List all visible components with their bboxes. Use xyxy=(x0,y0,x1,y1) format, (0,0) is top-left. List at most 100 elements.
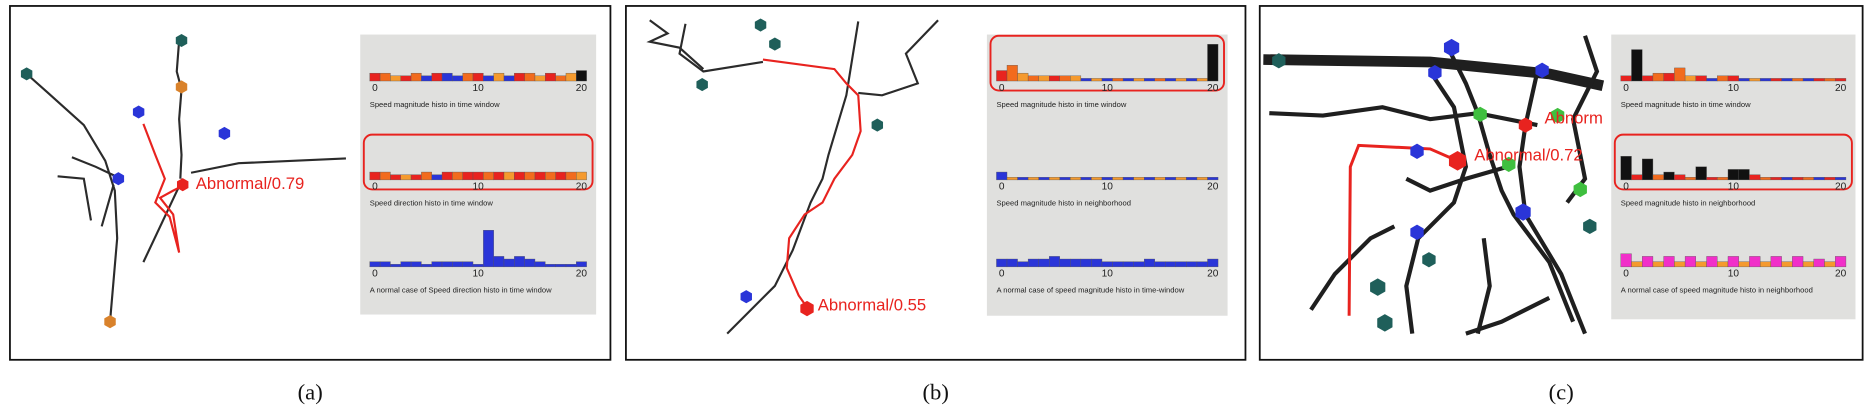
histogram-bar xyxy=(565,264,577,268)
histogram-bar xyxy=(1112,261,1124,268)
trajectories xyxy=(20,33,346,329)
histogram-bar xyxy=(1027,75,1039,82)
histogram-bar xyxy=(369,72,381,82)
tick-label: 0 xyxy=(1623,83,1629,94)
histogram-bar xyxy=(1070,75,1082,82)
tick-label: 0 xyxy=(999,182,1005,193)
histogram-bar xyxy=(1091,78,1103,82)
tick-label: 10 xyxy=(1102,269,1114,280)
histogram-bar xyxy=(1154,261,1166,268)
histogram-bar xyxy=(1770,256,1782,268)
histogram-bar xyxy=(452,75,463,82)
histogram-bar xyxy=(369,171,381,181)
histogram-caption: Speed direction histo in time window xyxy=(370,199,494,208)
histogram-bar xyxy=(1144,258,1155,268)
histogram-panel: 0 10 20 Speed magnitude histo in time windo… xyxy=(1611,34,1856,320)
tick-label: 10 xyxy=(473,269,485,280)
histogram-bar xyxy=(1101,261,1113,268)
histogram-bar xyxy=(1727,75,1739,82)
panel-label: (c) xyxy=(1549,380,1574,405)
histogram-bar xyxy=(1824,177,1836,181)
histogram-bar xyxy=(1802,177,1814,181)
histogram-bar xyxy=(514,72,525,82)
histogram-bar xyxy=(1038,75,1050,82)
histogram-bar xyxy=(1695,75,1707,82)
histogram-bar xyxy=(483,75,494,82)
histogram-bar xyxy=(1101,177,1113,181)
histogram-bar xyxy=(1070,177,1082,181)
histogram-bar xyxy=(379,72,391,82)
histogram-bar xyxy=(576,171,587,181)
histogram-bar xyxy=(483,171,494,181)
histogram-bar xyxy=(1781,78,1793,82)
histogram-bar xyxy=(1802,261,1814,268)
histogram-caption: A normal case of speed magnitude histo i… xyxy=(996,286,1184,295)
histogram-bar xyxy=(1006,258,1018,268)
histogram-bar xyxy=(1027,258,1039,268)
histogram-bar xyxy=(1652,174,1664,181)
histogram-bar xyxy=(1749,78,1761,82)
histogram-bar xyxy=(1706,177,1718,181)
histogram-bar xyxy=(503,258,515,268)
tick-label: 0 xyxy=(999,269,1005,280)
histogram-bar xyxy=(1175,261,1187,268)
histogram-bar xyxy=(1674,67,1686,82)
histogram-bar xyxy=(390,264,401,268)
histogram-bar xyxy=(1824,78,1836,82)
histogram-bar xyxy=(565,72,577,82)
histogram-bar xyxy=(1112,177,1124,181)
histogram-bar xyxy=(1813,258,1825,268)
histogram-bar xyxy=(1620,75,1632,82)
histogram-bar xyxy=(472,171,484,181)
histogram-bar xyxy=(1144,177,1155,181)
histogram-bar xyxy=(421,75,432,82)
histogram-bar xyxy=(1684,177,1697,181)
histogram-bar xyxy=(1695,261,1707,268)
tick-label: 20 xyxy=(1835,269,1847,280)
histogram-bar xyxy=(483,230,494,268)
histogram-bar xyxy=(1049,75,1060,82)
histogram-bar xyxy=(1642,75,1654,82)
highlight-box xyxy=(1613,133,1853,191)
histogram-bar xyxy=(503,171,515,181)
histogram-bar xyxy=(462,171,474,181)
tick-label: 20 xyxy=(1207,269,1219,280)
tick-label: 20 xyxy=(576,83,588,94)
tick-label: 0 xyxy=(1623,182,1629,193)
histogram-bar xyxy=(431,72,443,82)
histogram-bar xyxy=(1175,78,1187,82)
histogram-bar xyxy=(996,171,1008,181)
histogram-bar xyxy=(1620,253,1632,268)
histogram-bar xyxy=(534,171,546,181)
panel-label: (a) xyxy=(298,380,323,405)
histogram-bar xyxy=(534,261,546,268)
tick-label: 10 xyxy=(1728,182,1740,193)
anomaly-label: Abnorm xyxy=(1545,109,1603,128)
histogram-bar xyxy=(1059,75,1071,82)
tick-label: 20 xyxy=(576,182,588,193)
histogram-bar xyxy=(1165,177,1177,181)
histogram-bar xyxy=(1738,261,1750,268)
panel-label: (b) xyxy=(922,380,948,405)
histogram-bar xyxy=(1642,158,1654,181)
histogram-bar xyxy=(421,171,432,181)
histogram-bar xyxy=(1186,78,1198,82)
histogram-bar xyxy=(534,75,546,82)
histogram-bar xyxy=(1781,177,1793,181)
histogram-bar xyxy=(410,261,422,268)
histogram-bar xyxy=(493,256,505,268)
trajectories xyxy=(646,18,939,335)
histogram-bar xyxy=(379,261,391,268)
histogram-bar xyxy=(390,75,401,82)
tick-label: 10 xyxy=(1728,269,1740,280)
histogram-bar xyxy=(1824,261,1836,268)
histogram-bar xyxy=(1101,78,1113,82)
histogram-bar xyxy=(462,261,474,268)
histogram-bar xyxy=(1027,177,1039,181)
histogram-bar xyxy=(555,171,567,181)
histogram-bar xyxy=(1835,177,1847,181)
histogram-bar xyxy=(1038,258,1050,268)
histogram-bar xyxy=(1749,174,1761,181)
